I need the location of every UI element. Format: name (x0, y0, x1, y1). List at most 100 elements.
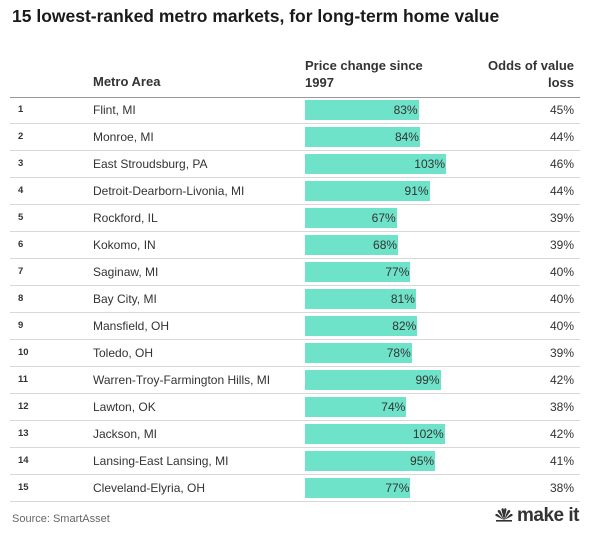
chart-title: 15 lowest-ranked metro markets, for long… (12, 6, 500, 26)
table-row: 8 Bay City, MI 81% 40% (10, 286, 580, 313)
rank-label: 10 (18, 347, 29, 358)
price-change-label: 68% (373, 238, 398, 252)
rank-label: 12 (18, 401, 29, 412)
price-change-bar: 91% (305, 181, 430, 201)
metro-name: Flint, MI (93, 103, 136, 117)
table-row: 9 Mansfield, OH 82% 40% (10, 313, 580, 340)
rank-label: 14 (18, 455, 29, 466)
table-row: 2 Monroe, MI 84% 44% (10, 124, 580, 151)
header-metro-area: Metro Area (93, 74, 161, 89)
price-change-bar: 95% (305, 451, 436, 471)
price-change-label: 91% (404, 184, 429, 198)
price-change-bar: 103% (305, 154, 446, 174)
price-change-bar: 102% (305, 424, 445, 444)
table-row: 15 Cleveland-Elyria, OH 77% 38% (10, 475, 580, 502)
price-change-label: 95% (410, 454, 435, 468)
odds-value: 44% (549, 130, 574, 144)
price-change-bar: 78% (305, 343, 412, 363)
price-change-label: 77% (385, 481, 410, 495)
metro-name: East Stroudsburg, PA (93, 157, 208, 171)
price-change-label: 102% (412, 427, 444, 441)
odds-value: 39% (549, 211, 574, 225)
header-price-change: Price change since 1997 (305, 58, 423, 90)
rank-label: 1 (18, 104, 24, 115)
odds-value: 39% (549, 346, 574, 360)
table-row: 10 Toledo, OH 78% 39% (10, 340, 580, 367)
price-change-bar: 77% (305, 478, 411, 498)
header-odds-of-loss: Odds of value loss (488, 58, 574, 90)
rank-label: 11 (18, 374, 29, 385)
price-change-label: 103% (414, 157, 445, 171)
table-row: 6 Kokomo, IN 68% 39% (10, 232, 580, 259)
odds-value: 45% (549, 103, 574, 117)
price-change-label: 82% (392, 319, 417, 333)
odds-value: 41% (549, 454, 574, 468)
price-change-bar: 82% (305, 316, 418, 336)
odds-value: 46% (549, 157, 574, 171)
price-change-label: 78% (386, 346, 411, 360)
make-it-logo: make it (493, 505, 579, 527)
metro-name: Detroit-Dearborn-Livonia, MI (93, 184, 245, 198)
rank-label: 13 (18, 428, 29, 439)
odds-value: 44% (549, 184, 574, 198)
metro-name: Warren-Troy-Farmington Hills, MI (93, 373, 271, 387)
rank-label: 5 (18, 212, 24, 223)
odds-value: 42% (549, 427, 574, 441)
table-row: 13 Jackson, MI 102% 42% (10, 421, 580, 448)
rank-label: 2 (18, 131, 24, 142)
odds-value: 42% (549, 373, 574, 387)
price-change-label: 77% (385, 265, 410, 279)
price-change-bar: 68% (305, 235, 399, 255)
odds-value: 39% (549, 238, 574, 252)
data-table: 1 Flint, MI 83% 45% 2 Monroe, MI 84% 44% 3 East S… (10, 97, 580, 502)
price-change-bar: 81% (305, 289, 416, 309)
price-change-label: 99% (415, 373, 440, 387)
table-row: 3 East Stroudsburg, PA 103% 46% (10, 151, 580, 178)
metro-name: Monroe, MI (93, 130, 154, 144)
table-row: 7 Saginaw, MI 77% 40% (10, 259, 580, 286)
table-row: 4 Detroit-Dearborn-Livonia, MI 91% 44% (10, 178, 580, 205)
metro-name: Toledo, OH (93, 346, 154, 360)
table-row: 14 Lansing-East Lansing, MI 95% 41% (10, 448, 580, 475)
table-row: 12 Lawton, OK 74% 38% (10, 394, 580, 421)
price-change-label: 81% (390, 292, 415, 306)
metro-name: Kokomo, IN (93, 238, 156, 252)
price-change-bar: 67% (305, 208, 397, 228)
peacock-icon (495, 508, 513, 522)
logo-text: make it (517, 505, 579, 526)
metro-name: Jackson, MI (93, 427, 158, 441)
odds-value: 40% (549, 319, 574, 333)
metro-name: Lansing-East Lansing, MI (93, 454, 229, 468)
metro-name: Bay City, MI (93, 292, 157, 306)
source-note: Source: SmartAsset (12, 513, 110, 525)
table-row: 11 Warren-Troy-Farmington Hills, MI 99% 42% (10, 367, 580, 394)
price-change-bar: 83% (305, 100, 419, 120)
table-row: 5 Rockford, IL 67% 39% (10, 205, 580, 232)
price-change-label: 84% (394, 130, 419, 144)
price-change-label: 83% (393, 103, 418, 117)
price-change-bar: 99% (305, 370, 441, 390)
rank-label: 3 (18, 158, 24, 169)
rank-label: 6 (18, 239, 24, 250)
odds-value: 40% (549, 265, 574, 279)
price-change-bar: 84% (305, 127, 420, 147)
price-change-bar: 74% (305, 397, 407, 417)
rank-label: 4 (18, 185, 24, 196)
metro-name: Saginaw, MI (93, 265, 159, 279)
rank-label: 7 (18, 266, 24, 277)
table-row: 1 Flint, MI 83% 45% (10, 97, 580, 124)
metro-name: Cleveland-Elyria, OH (93, 481, 206, 495)
price-change-bar: 77% (305, 262, 411, 282)
price-change-label: 74% (381, 400, 406, 414)
header-divider (10, 97, 580, 98)
odds-value: 38% (549, 400, 574, 414)
rank-label: 8 (18, 293, 24, 304)
metro-name: Rockford, IL (93, 211, 158, 225)
rank-label: 15 (18, 482, 29, 493)
odds-value: 38% (549, 481, 574, 495)
rank-label: 9 (18, 320, 24, 331)
odds-value: 40% (549, 292, 574, 306)
metro-name: Mansfield, OH (93, 319, 170, 333)
price-change-label: 67% (371, 211, 396, 225)
metro-name: Lawton, OK (93, 400, 156, 414)
